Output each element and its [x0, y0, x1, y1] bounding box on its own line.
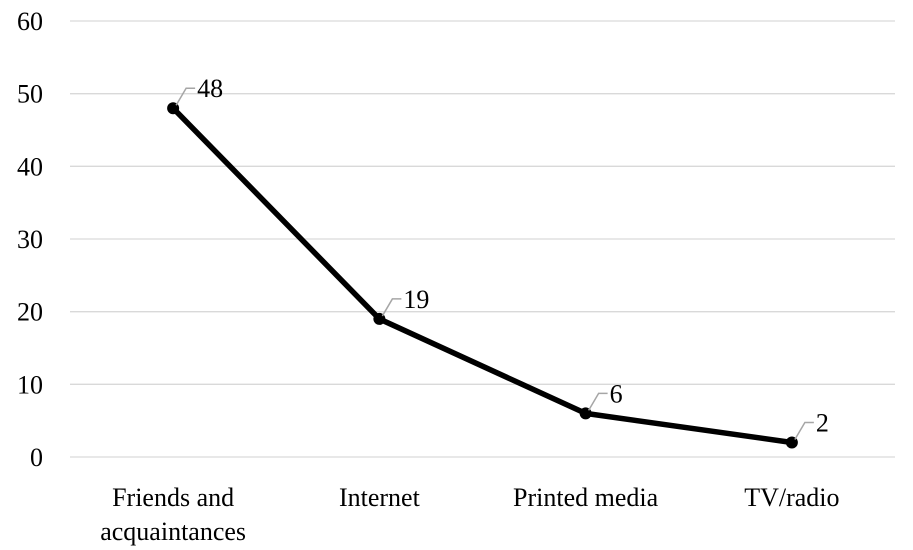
y-tick-label: 50 [17, 80, 43, 109]
series-line [170, 105, 795, 446]
data-label-leader [587, 392, 608, 411]
data-label: 6 [610, 379, 623, 408]
y-axis-tick-labels: 0 10 20 30 40 50 60 [17, 7, 43, 472]
data-labels: 48 19 6 2 [175, 74, 829, 440]
x-axis-category-labels: Friends and acquaintances Internet Printed … [100, 483, 839, 546]
data-label: 48 [197, 74, 223, 103]
gridlines [70, 20, 895, 458]
x-category-label: Friends and [112, 483, 234, 512]
data-label-leader [794, 421, 814, 440]
data-label: 2 [816, 408, 829, 437]
x-category-label: TV/radio [744, 483, 839, 512]
x-category-label: Printed media [513, 483, 659, 512]
data-label-leader [175, 87, 196, 106]
data-label-leader [381, 298, 402, 317]
y-tick-label: 30 [17, 225, 43, 254]
y-tick-label: 60 [17, 7, 43, 36]
y-tick-label: 10 [17, 370, 43, 399]
y-tick-label: 20 [17, 298, 43, 327]
data-label: 19 [403, 285, 429, 314]
y-tick-label: 0 [30, 443, 43, 472]
x-category-label: Internet [339, 483, 421, 512]
series-group [167, 102, 798, 449]
y-tick-label: 40 [17, 152, 43, 181]
x-category-label: acquaintances [100, 517, 246, 546]
